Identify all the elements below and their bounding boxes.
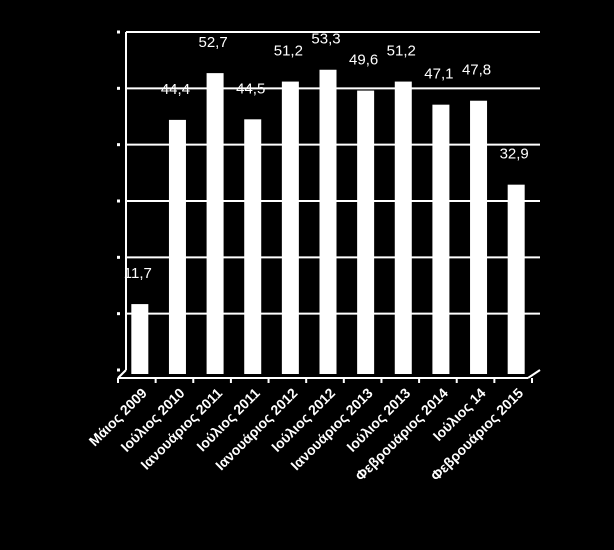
value-label: 47,8 (462, 62, 491, 79)
bar (507, 184, 525, 374)
y-tick-mark (117, 30, 120, 34)
value-label: 51,2 (387, 43, 416, 60)
bar (394, 81, 412, 374)
bar (357, 90, 375, 374)
value-label: 53,3 (311, 31, 340, 48)
value-label: 51,2 (274, 43, 303, 60)
bars (131, 69, 525, 375)
value-label: 32,9 (500, 146, 529, 163)
value-label: 47,1 (424, 66, 453, 83)
axis-corner (117, 369, 127, 379)
y-tick-mark (117, 312, 120, 316)
value-labels: 11,7 44,4 52,7 44,5 51,2 53,3 49,6 51,2 47,1 47,8… (124, 31, 529, 282)
value-label: 49,6 (349, 52, 378, 69)
value-label: 52,7 (198, 34, 227, 51)
axis-corner (527, 369, 541, 379)
value-label: 44,4 (161, 81, 190, 98)
y-tick-mark (117, 199, 120, 203)
axes (117, 32, 541, 383)
y-tick-mark (117, 143, 120, 147)
bar (206, 73, 224, 374)
y-tick-mark (117, 368, 120, 372)
value-label: 11,7 (124, 265, 152, 282)
bar (168, 119, 186, 374)
bar (432, 104, 450, 375)
bar (470, 100, 488, 374)
bar (131, 304, 149, 374)
bar (244, 119, 262, 374)
bar (281, 81, 299, 374)
value-label: 44,5 (236, 80, 265, 97)
bar (319, 69, 337, 374)
y-tick-mark (117, 255, 120, 259)
y-tick-mark (117, 86, 120, 90)
